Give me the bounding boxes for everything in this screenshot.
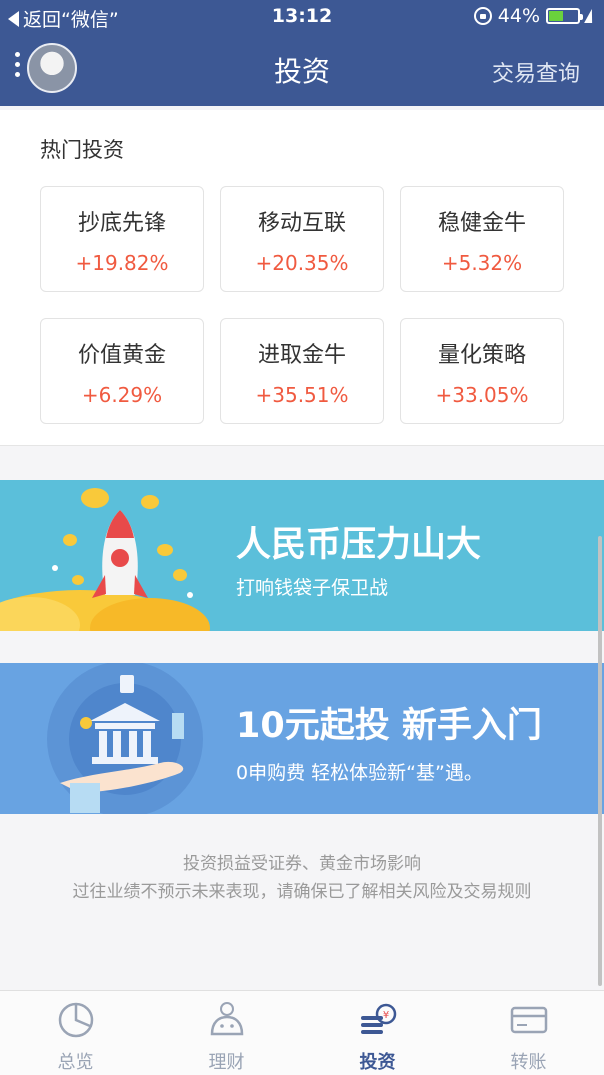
card-name: 量化策略 — [437, 343, 526, 368]
card-return: +33.05% — [435, 383, 529, 407]
nav-bar: 投资 交易查询 — [0, 34, 604, 100]
card-name: 移动互联 — [257, 211, 346, 236]
card-return: +20.35% — [255, 251, 349, 275]
transaction-query-button[interactable]: 交易查询 — [491, 62, 580, 87]
coins-stack-icon: ¥ — [361, 1003, 397, 1034]
hot-card[interactable]: 进取金牛 +35.51% — [220, 318, 384, 424]
tab-bar: 总览 理财 ¥ 投资 转账 — [0, 990, 604, 1075]
hot-grid: 抄底先锋 +19.82% 移动互联 +20.35% 稳健金牛 +5.32% 价值… — [40, 186, 564, 424]
menu-icon[interactable] — [15, 52, 21, 82]
piggy-bank-icon — [210, 1002, 244, 1036]
banner-title: 10元起投 新手入门 — [236, 706, 542, 746]
risk-disclaimer: 投资损益受证券、黄金市场影响 过往业绩不预示未来表现，请确保已了解相关风险及交易… — [0, 850, 604, 906]
card-icon — [510, 1006, 548, 1034]
disclaimer-line: 投资损益受证券、黄金市场影响 — [183, 854, 421, 874]
tab-invest[interactable]: ¥ 投资 — [302, 991, 453, 1075]
hot-card[interactable]: 抄底先锋 +19.82% — [40, 186, 204, 292]
card-name: 稳健金牛 — [437, 211, 526, 236]
status-time: 13:12 — [271, 5, 333, 27]
back-arrow-icon — [8, 10, 19, 27]
rotation-lock-icon — [473, 7, 492, 25]
tab-label: 投资 — [359, 1052, 396, 1073]
banner-title: 人民币压力山大 — [236, 525, 482, 565]
hot-investments: 热门投资 抄底先锋 +19.82% 移动互联 +20.35% 稳健金牛 +5.3… — [0, 110, 604, 446]
hot-card[interactable]: 稳健金牛 +5.32% — [400, 186, 564, 292]
hot-heading: 热门投资 — [40, 138, 124, 162]
scrollbar[interactable] — [598, 536, 602, 986]
card-name: 进取金牛 — [257, 343, 346, 368]
banner-rmb[interactable]: 人民币压力山大 打响钱袋子保卫战 — [0, 480, 604, 631]
pie-chart-icon — [58, 1002, 94, 1038]
hot-card[interactable]: 移动互联 +20.35% — [220, 186, 384, 292]
bank-hand-icon — [47, 663, 203, 814]
card-name: 抄底先锋 — [77, 211, 166, 236]
card-name: 价值黄金 — [77, 343, 166, 368]
card-return: +19.82% — [75, 251, 169, 275]
avatar[interactable] — [27, 43, 77, 93]
banner-beginner[interactable]: 10元起投 新手入门 0申购费 轻松体验新“基”遇。 — [0, 663, 604, 814]
disclaimer-line: 过往业绩不预示未来表现，请确保已了解相关风险及交易规则 — [72, 882, 532, 902]
tab-overview[interactable]: 总览 — [0, 991, 151, 1075]
back-to-wechat[interactable]: 返回“微信” — [8, 5, 119, 32]
card-return: +6.29% — [81, 383, 163, 407]
tab-label: 转账 — [510, 1052, 547, 1073]
banner-subtitle: 打响钱袋子保卫战 — [236, 577, 389, 599]
hot-card[interactable]: 价值黄金 +6.29% — [40, 318, 204, 424]
tab-transfer[interactable]: 转账 — [453, 991, 604, 1075]
card-return: +5.32% — [441, 251, 523, 275]
tab-label: 理财 — [208, 1052, 245, 1073]
battery-percent: 44% — [497, 5, 540, 27]
page-title: 投资 — [273, 55, 330, 88]
banner-subtitle: 0申购费 轻松体验新“基”遇。 — [236, 762, 483, 784]
status-right: 44% — [473, 5, 596, 27]
hot-card[interactable]: 量化策略 +33.05% — [400, 318, 564, 424]
status-bar: 返回“微信” 13:12 44% — [0, 0, 604, 34]
back-label: 返回“微信” — [23, 9, 119, 31]
tab-label: 总览 — [57, 1052, 94, 1073]
svg-text:¥: ¥ — [383, 1010, 389, 1021]
tab-finance[interactable]: 理财 — [151, 991, 302, 1075]
battery-icon — [546, 8, 583, 24]
rocket-icon — [0, 488, 210, 631]
card-return: +35.51% — [255, 383, 349, 407]
top-bar: 返回“微信” 13:12 44% 投资 交易查询 — [0, 0, 604, 106]
